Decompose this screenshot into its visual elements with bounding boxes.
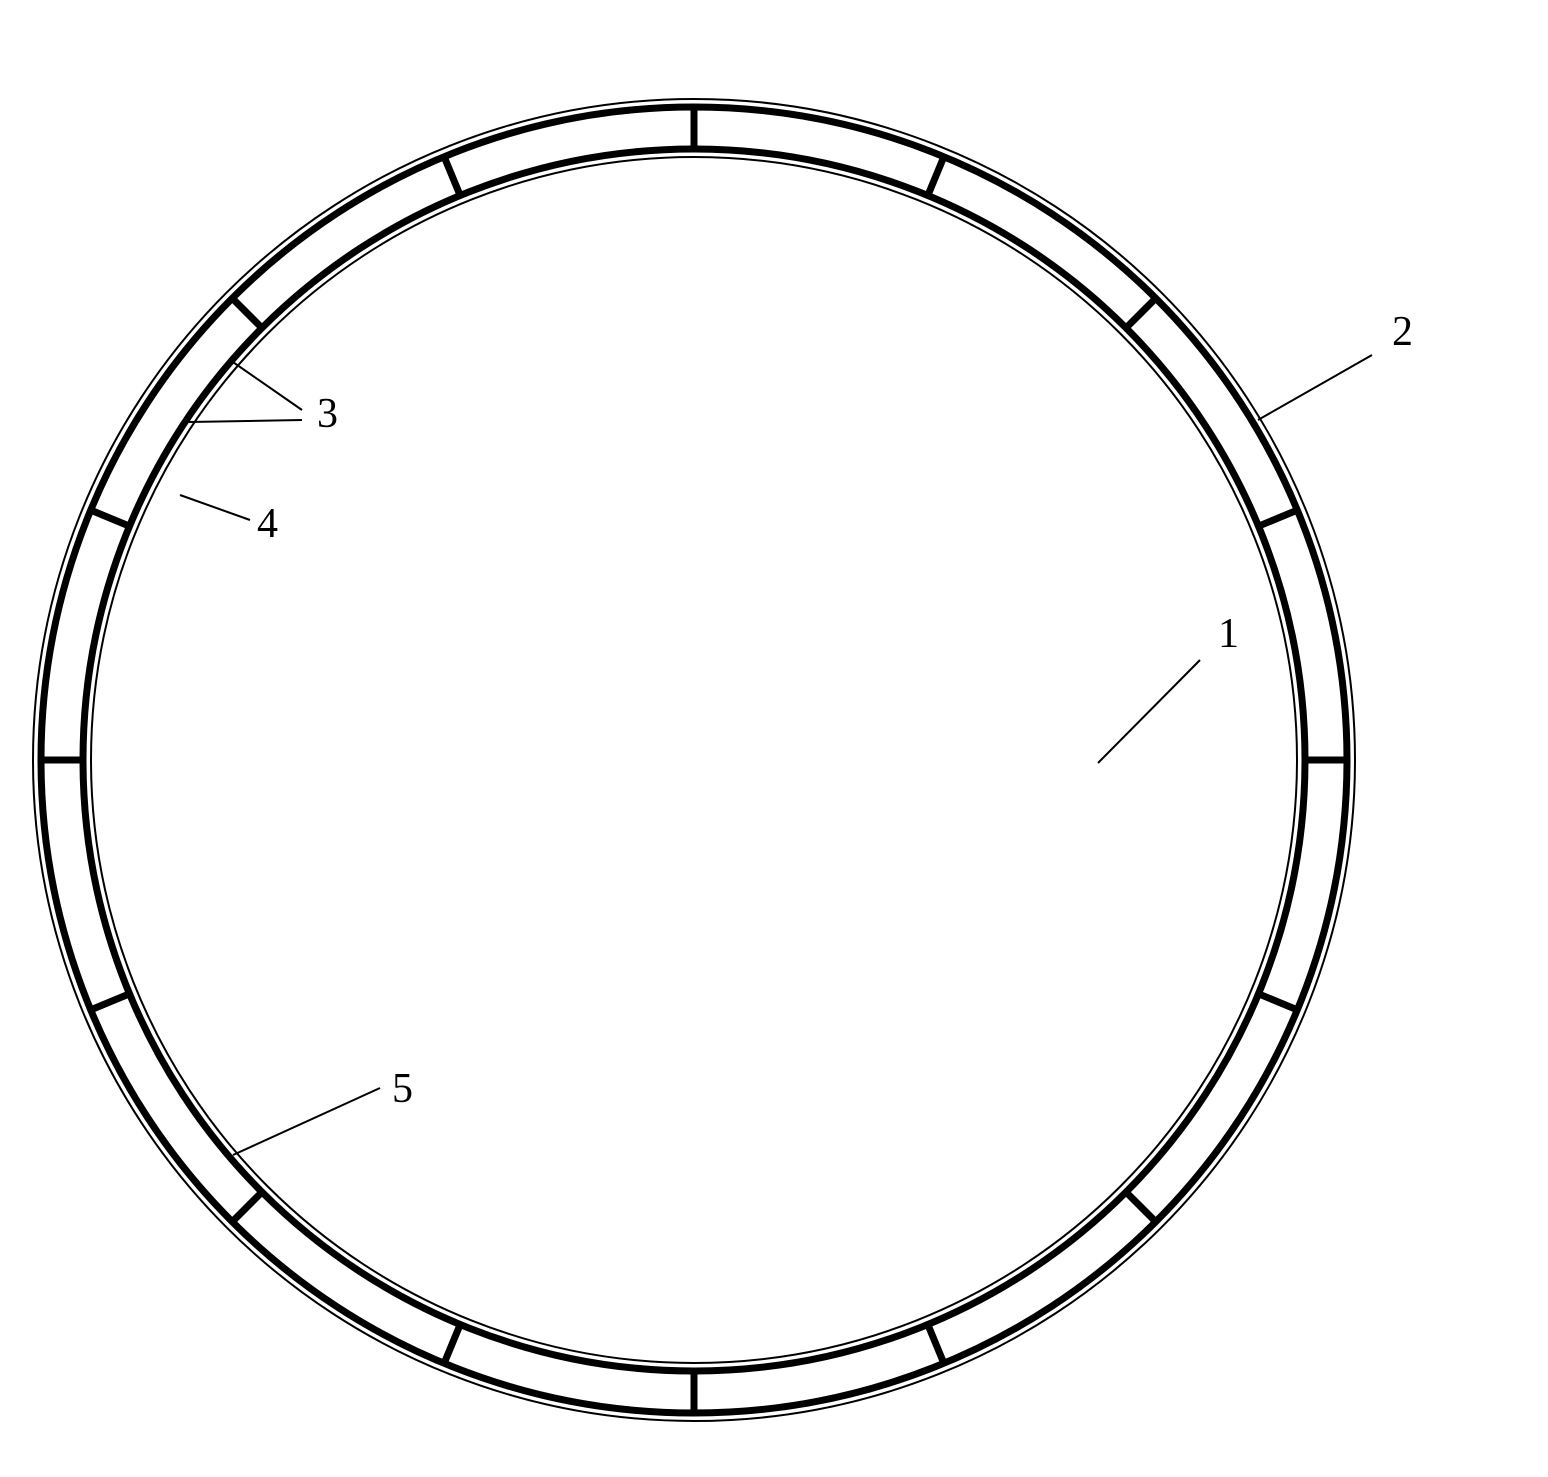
callout-label-4: 4 — [257, 500, 278, 548]
callout-label-5: 5 — [392, 1065, 413, 1113]
callout-label-3: 3 — [317, 390, 338, 438]
callout-label-2: 2 — [1392, 308, 1413, 356]
ring-diagram — [0, 0, 1548, 1477]
callout-label-1: 1 — [1218, 610, 1239, 658]
